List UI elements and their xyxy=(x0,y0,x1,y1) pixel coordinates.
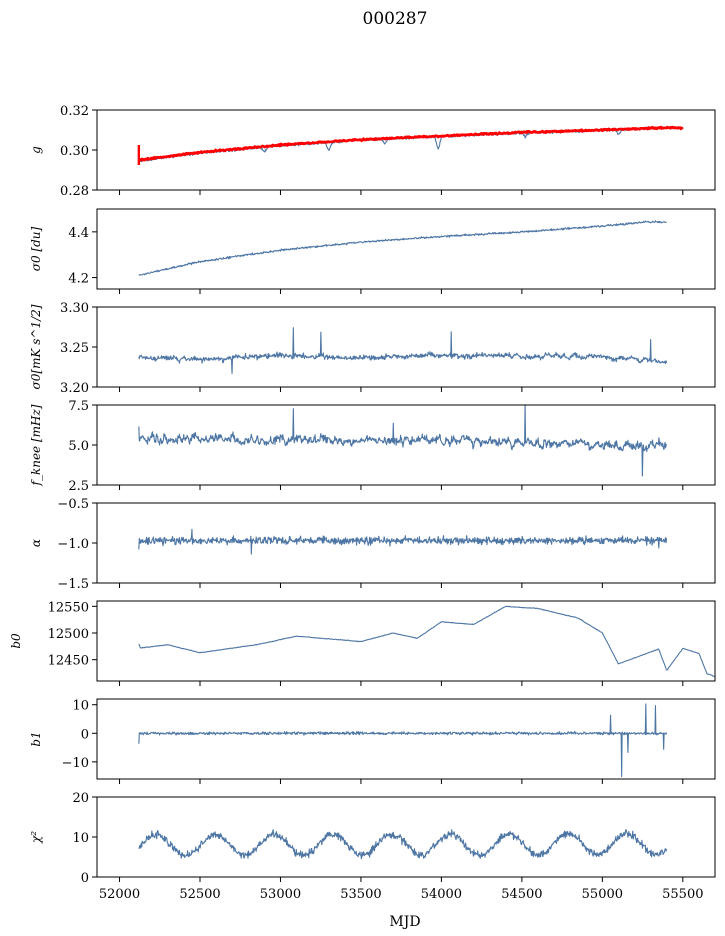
y-tick-label-chi2: 20 xyxy=(72,791,89,806)
y-tick-label-sigma0: 4.4 xyxy=(68,226,89,241)
y-tick-label-b1: −10 xyxy=(62,756,89,771)
y-tick-label-sigma0: 4.2 xyxy=(68,272,89,287)
panel-g: 0.28 0.30 0.32 g xyxy=(29,104,716,199)
x-tick-label: 53500 xyxy=(340,887,381,902)
x-axis-label: MJD xyxy=(389,914,420,930)
series-line-alpha xyxy=(138,528,668,555)
panel-sigma0_mk: 3.20 3.25 3.30 σ0[mK s^1/2] xyxy=(29,301,716,396)
y-tick-label-b1: 0 xyxy=(81,727,89,742)
series-line-b1 xyxy=(138,703,668,778)
y-tick-label-alpha: −1.5 xyxy=(57,577,89,592)
x-tick-label: 52500 xyxy=(179,887,220,902)
y-axis-label-b0: b0 xyxy=(9,633,23,649)
panel-chi2: 0 10 20 52000 52500 53000 53500 54000 54500 55000… xyxy=(29,791,716,902)
figure-title: 000287 xyxy=(363,9,428,29)
y-tick-label-sigma0_mk: 3.30 xyxy=(60,301,89,316)
y-tick-label-g: 0.28 xyxy=(60,184,89,199)
x-tick-label: 52000 xyxy=(99,887,140,902)
y-axis-label-b1: b1 xyxy=(29,731,43,746)
panel-fknee: 2.5 5.0 7.5 f_knee [mHz] xyxy=(29,399,716,494)
x-tick-label: 55000 xyxy=(582,887,623,902)
fit-line-g xyxy=(138,125,684,162)
y-axis-label-sigma0: σ0 [du] xyxy=(29,226,43,271)
y-tick-label-b1: 10 xyxy=(72,699,89,714)
y-axis-label-sigma0_mk: σ0[mK s^1/2] xyxy=(29,304,43,389)
y-tick-label-b0: 12550 xyxy=(48,600,89,615)
x-tick-label: 53000 xyxy=(260,887,301,902)
series-line-chi2 xyxy=(138,828,668,860)
y-tick-label-chi2: 10 xyxy=(72,831,89,846)
y-tick-label-fknee: 2.5 xyxy=(68,479,89,494)
x-tick-label: 54500 xyxy=(501,887,542,902)
y-tick-label-g: 0.32 xyxy=(60,104,89,119)
y-tick-label-alpha: −0.5 xyxy=(57,497,89,512)
y-axis-label-g: g xyxy=(29,146,43,154)
y-axis-label-alpha: α xyxy=(29,539,43,547)
y-tick-label-sigma0_mk: 3.25 xyxy=(60,341,89,356)
axes-frame-b0 xyxy=(96,600,716,682)
y-tick-label-b0: 12450 xyxy=(48,654,89,669)
series-line-sigma0 xyxy=(138,220,667,276)
y-tick-label-fknee: 7.5 xyxy=(68,399,89,414)
panels: 0.28 0.30 0.32 g 4.2 4.4 σ0 [du] 3.20 3.25 3.30 σ0… xyxy=(9,104,716,902)
x-tick-label: 55500 xyxy=(662,887,703,902)
panel-sigma0: 4.2 4.4 σ0 [du] xyxy=(29,208,716,294)
series-line-b0 xyxy=(138,605,715,678)
axes-frame-sigma0 xyxy=(96,208,716,290)
y-axis-label-fknee: f_knee [mHz] xyxy=(29,404,43,486)
x-tick-label: 54000 xyxy=(421,887,462,902)
y-tick-label-b0: 12500 xyxy=(48,627,89,642)
y-tick-label-sigma0_mk: 3.20 xyxy=(60,381,89,396)
y-tick-label-g: 0.30 xyxy=(60,144,89,159)
panel-b1: −10 0 10 b1 xyxy=(29,698,716,784)
axes-frame-b1 xyxy=(96,698,716,780)
panel-b0: 12450 12500 12550 b0 xyxy=(9,600,716,686)
y-tick-label-alpha: −1.0 xyxy=(57,537,89,552)
y-axis-label-chi2: χ² xyxy=(29,831,43,844)
series-line-sigma0_mk xyxy=(138,327,668,375)
panel-alpha: −1.5 −1.0 −0.5 α xyxy=(29,497,716,592)
y-tick-label-fknee: 5.0 xyxy=(68,439,89,454)
series-line-fknee xyxy=(138,405,668,477)
y-tick-label-chi2: 0 xyxy=(81,871,89,886)
